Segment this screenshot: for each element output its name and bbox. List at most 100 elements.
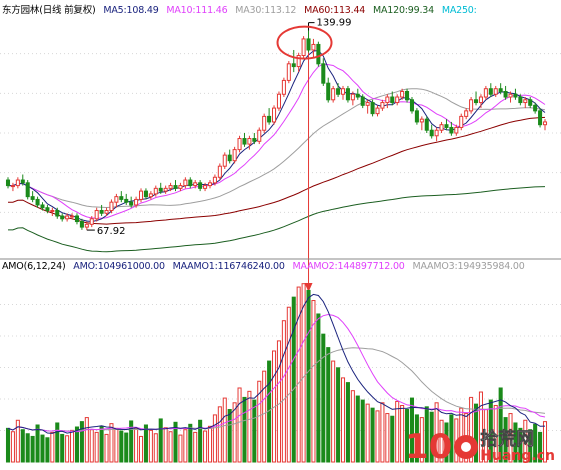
volume-bar <box>518 427 523 463</box>
candle-body <box>143 190 148 198</box>
candle-body <box>508 93 513 98</box>
candle <box>168 182 173 192</box>
candle-body <box>478 96 483 104</box>
volume-bar <box>143 424 148 463</box>
candle-body <box>30 196 35 200</box>
candle-body <box>429 129 434 137</box>
watermark-url: Huang.cn <box>480 448 555 464</box>
volume-legend: AMO(6,12,24) AMO:104961000.00 MAAMO1:116… <box>2 261 530 272</box>
candle <box>237 135 242 153</box>
candle-body <box>114 196 119 203</box>
ma10-line <box>8 63 546 219</box>
candle <box>370 99 375 117</box>
candle-body <box>464 110 469 117</box>
candle <box>365 99 370 114</box>
candle-body <box>345 88 350 101</box>
volume-bar <box>326 347 331 463</box>
watermark-number: 10 <box>404 427 453 467</box>
volume-bar <box>203 430 208 463</box>
candle-body <box>119 196 124 200</box>
volume-bar <box>5 427 11 463</box>
volume-bar <box>79 421 84 463</box>
candle <box>94 207 99 222</box>
candle-body <box>207 182 213 187</box>
volume-bar <box>153 433 158 463</box>
candle-body <box>163 187 168 192</box>
candle-body <box>272 107 277 123</box>
candle <box>124 193 129 205</box>
volume-bar <box>449 414 454 463</box>
candle-body <box>306 38 311 51</box>
candle <box>178 182 183 192</box>
candle <box>355 88 360 100</box>
candle-body <box>15 179 20 187</box>
volume-bar <box>474 403 479 463</box>
candle-body <box>449 126 454 134</box>
candle <box>429 124 434 139</box>
candle-body <box>232 149 237 162</box>
volume-bar <box>528 429 533 463</box>
candle-body <box>355 93 360 98</box>
candle <box>217 163 222 181</box>
candle <box>474 91 479 106</box>
volume-bar <box>444 422 449 463</box>
candle <box>508 91 513 103</box>
candle-body <box>203 185 208 189</box>
candle <box>533 102 538 114</box>
legend-ma120: MA120:99.34 <box>372 5 434 16</box>
candle-body <box>380 102 385 109</box>
candle <box>173 180 178 192</box>
candle <box>345 85 350 103</box>
candle <box>538 108 543 128</box>
candle-body <box>267 115 272 123</box>
volume-bar <box>99 425 104 463</box>
candle <box>99 204 104 217</box>
volume-bar <box>478 391 483 463</box>
candle <box>321 58 326 86</box>
candle <box>405 88 410 103</box>
candle-body <box>513 93 518 98</box>
candle-body <box>326 82 331 101</box>
candle <box>158 182 163 194</box>
volume-bar <box>306 289 311 463</box>
candle <box>503 85 508 100</box>
candle <box>30 191 35 203</box>
volume-bar <box>193 431 198 463</box>
candle-body <box>94 209 99 220</box>
candle <box>493 85 498 98</box>
volume-bar <box>469 396 474 463</box>
candle <box>296 52 301 73</box>
candle <box>523 97 528 109</box>
volume-bar <box>414 414 419 463</box>
volume-bar <box>252 399 257 463</box>
volume-bar <box>301 283 306 463</box>
volume-bar <box>424 406 429 463</box>
volume-bar <box>375 410 380 463</box>
candle <box>483 85 488 100</box>
candle-body <box>237 138 242 151</box>
candle-body <box>84 223 89 228</box>
candle <box>311 38 316 59</box>
volume-bar <box>247 390 252 463</box>
candle <box>434 127 439 142</box>
volume-bar <box>40 434 45 463</box>
candle <box>542 119 548 131</box>
volume-bar <box>257 380 262 463</box>
candle-body <box>153 187 158 195</box>
candle <box>286 61 291 84</box>
candle <box>350 91 355 106</box>
candle-body <box>50 209 55 212</box>
ma-lines <box>8 49 546 253</box>
candle <box>79 218 84 230</box>
volume-bar <box>168 431 173 463</box>
candle <box>148 191 153 200</box>
volume-bar <box>109 423 114 463</box>
volume-bar <box>316 313 321 463</box>
volume-bar <box>138 435 144 463</box>
maamo1-line <box>7 293 546 434</box>
candle-body <box>469 99 474 112</box>
candle-body <box>528 99 533 106</box>
volume-bar <box>173 421 178 463</box>
candle <box>291 49 296 73</box>
candle-body <box>257 129 262 142</box>
